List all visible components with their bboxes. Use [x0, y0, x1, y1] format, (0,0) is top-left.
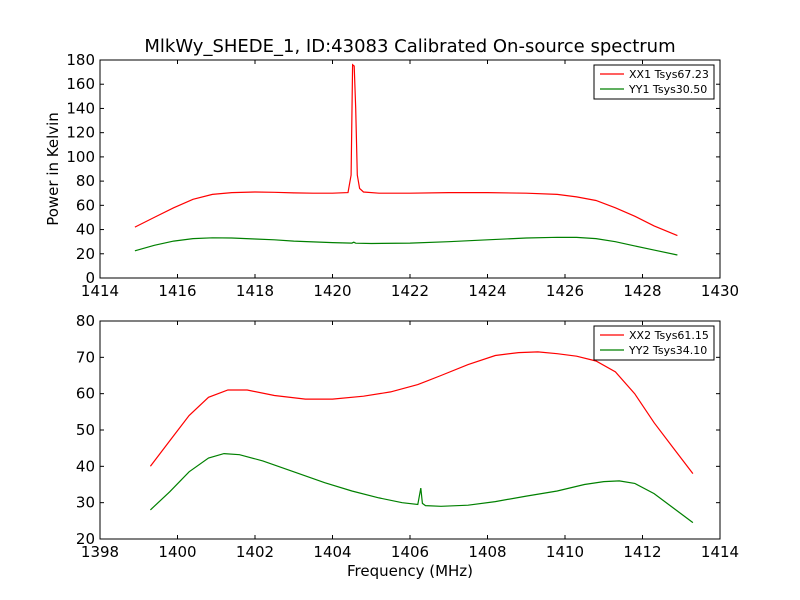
- x-tick-label: 1424: [468, 282, 506, 300]
- legend-label-xx2: XX2 Tsys61.15: [629, 329, 709, 342]
- bottom-chart-legend: XX2 Tsys61.15 YY2 Tsys34.10: [593, 325, 715, 361]
- x-tick-label: 1430: [701, 282, 739, 300]
- top-chart: MlkWy_SHEDE_1, ID:43083 Calibrated On-so…: [44, 36, 739, 300]
- y-tick-label: 20: [76, 245, 95, 263]
- x-tick-label: 1426: [546, 282, 584, 300]
- bottom-chart-xlabel: Frequency (MHz): [347, 562, 473, 580]
- series-line-yy2: [149, 452, 694, 524]
- x-tick-label: 1404: [313, 543, 351, 561]
- x-tick-label: 1418: [236, 282, 274, 300]
- x-tick-label: 1398: [81, 543, 119, 561]
- y-tick-label: 120: [66, 124, 95, 142]
- y-tick-label: 30: [76, 494, 95, 512]
- top-chart-legend: XX1 Tsys67.23 YY1 Tsys30.50: [593, 64, 715, 100]
- x-tick-label: 1412: [623, 543, 661, 561]
- x-tick-label: 1402: [236, 543, 274, 561]
- x-tick-label: 1414: [701, 543, 739, 561]
- y-tick-label: 100: [66, 148, 95, 166]
- y-tick-label: 70: [76, 348, 95, 366]
- y-tick-label: 80: [76, 172, 95, 190]
- x-tick-label: 1410: [546, 543, 584, 561]
- x-tick-label: 1422: [391, 282, 429, 300]
- series-line-yy1: [134, 236, 678, 256]
- y-tick-label: 40: [76, 221, 95, 239]
- bottom-chart: Frequency (MHz) 1398 1400 1402 1404 1406 1408…: [76, 312, 739, 580]
- x-tick-label: 1416: [158, 282, 196, 300]
- top-chart-ylabel: Power in Kelvin: [44, 112, 62, 226]
- legend-label-xx1: XX1 Tsys67.23: [629, 68, 709, 81]
- top-chart-title: MlkWy_SHEDE_1, ID:43083 Calibrated On-so…: [144, 36, 675, 57]
- x-tick-label: 1420: [313, 282, 351, 300]
- legend-label-yy2: YY2 Tsys34.10: [628, 344, 707, 357]
- y-tick-label: 140: [66, 99, 95, 117]
- y-tick-label: 180: [66, 51, 95, 69]
- x-tick-label: 1414: [81, 282, 119, 300]
- x-tick-label: 1428: [623, 282, 661, 300]
- y-tick-label: 40: [76, 457, 95, 475]
- y-tick-label: 60: [76, 196, 95, 214]
- y-tick-label: 0: [85, 269, 95, 287]
- y-tick-label: 60: [76, 385, 95, 403]
- legend-label-yy1: YY1 Tsys30.50: [628, 83, 707, 96]
- y-tick-label: 80: [76, 312, 95, 330]
- x-tick-label: 1406: [391, 543, 429, 561]
- x-tick-label: 1408: [468, 543, 506, 561]
- y-tick-label: 160: [66, 75, 95, 93]
- y-tick-label: 50: [76, 421, 95, 439]
- series-line-xx1: [134, 63, 678, 237]
- series-line-xx2: [149, 351, 694, 474]
- x-tick-label: 1400: [158, 543, 196, 561]
- y-tick-label: 20: [76, 530, 95, 548]
